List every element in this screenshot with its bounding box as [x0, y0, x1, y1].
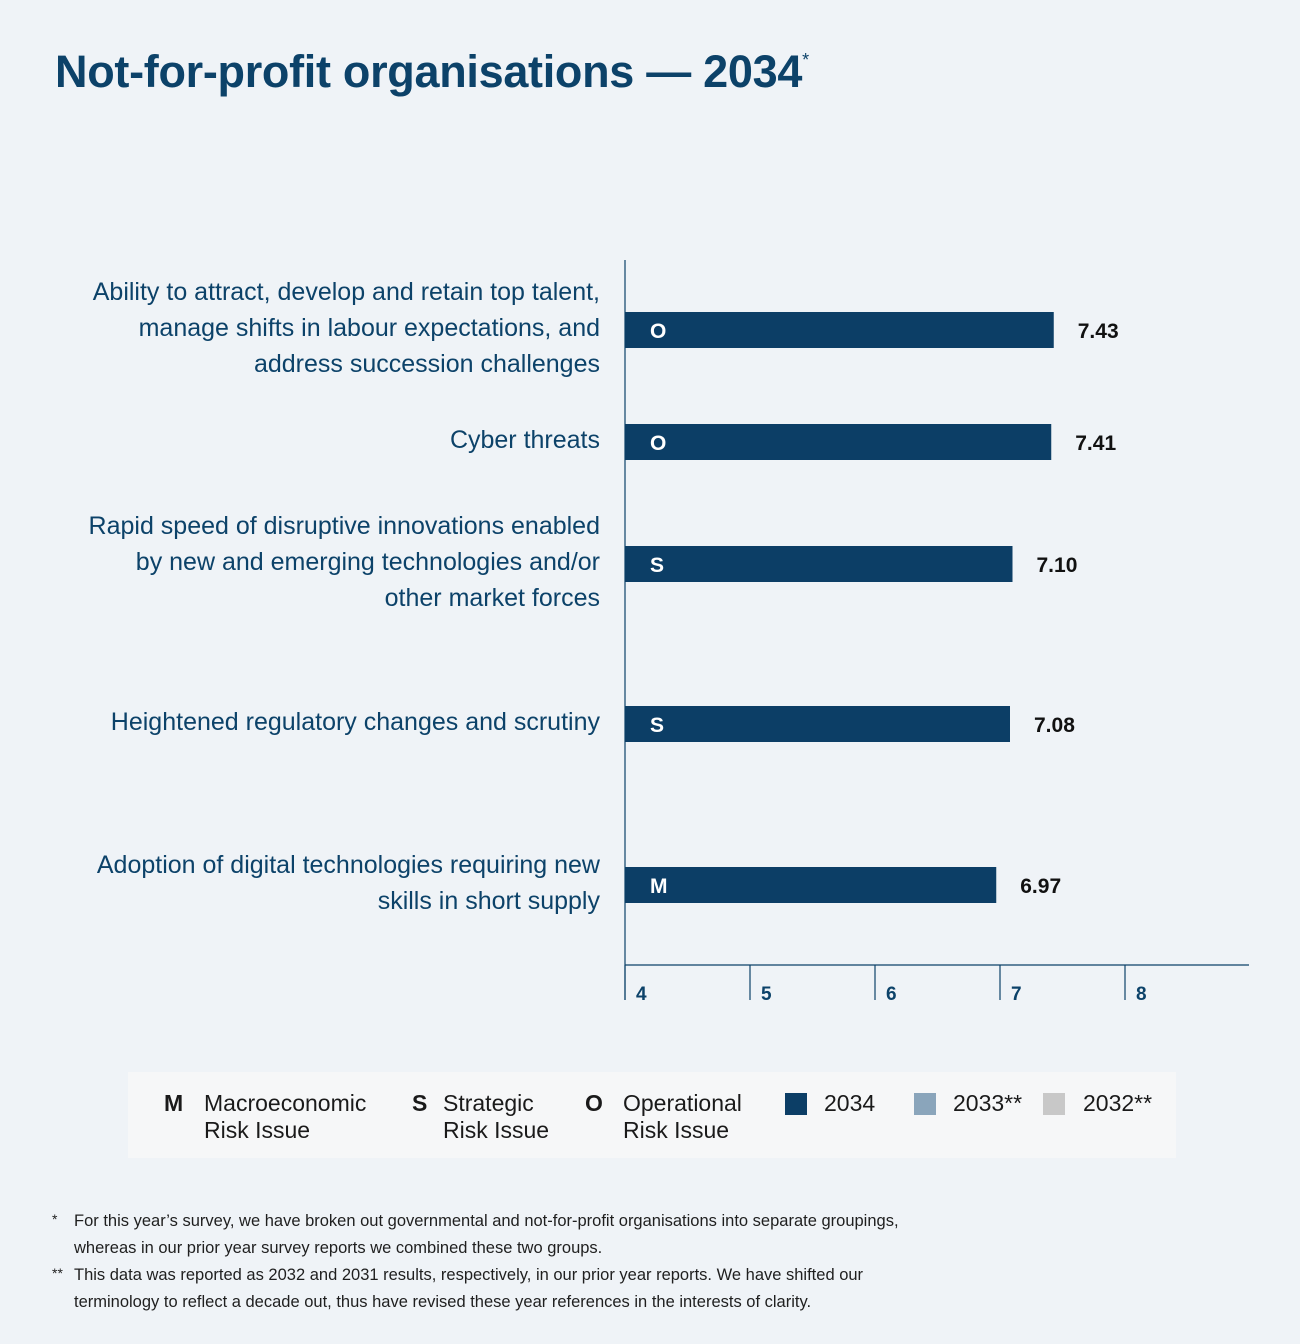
bar-risk-code: S — [650, 554, 664, 577]
bar-value-label: 7.08 — [1034, 714, 1075, 737]
category-label-line: address succession challenges — [253, 350, 600, 378]
legend-swatch-2033 — [914, 1093, 936, 1115]
footnote-text: This data was reported as 2032 and 2031 … — [74, 1266, 864, 1311]
bar — [625, 867, 997, 903]
category-label-line: Rapid speed of disruptive innovations en… — [88, 512, 600, 540]
category-label-line: Heightened regulatory changes and scruti… — [110, 708, 600, 736]
x-tick-label: 5 — [761, 984, 772, 1005]
category-label: Cyber threats — [40, 422, 600, 458]
footnote: * For this year’s survey, we have broken… — [52, 1208, 952, 1262]
legend-label-2033: 2033** — [953, 1090, 1023, 1116]
legend-label-line: Macroeconomic — [204, 1090, 367, 1116]
legend-code-strategic: S — [412, 1090, 428, 1116]
category-label-line: manage shifts in labour expectations, an… — [138, 314, 600, 342]
chart-title-text: Not-for-profit organisations — 2034 — [55, 46, 803, 97]
legend-swatch-2032 — [1043, 1093, 1065, 1115]
legend-label-line: Risk Issue — [443, 1117, 550, 1143]
footnote-mark: * — [52, 1211, 58, 1227]
legend-label-line: Strategic — [443, 1090, 534, 1116]
category-label: Rapid speed of disruptive innovations en… — [40, 508, 600, 616]
category-label-line: other market forces — [384, 584, 600, 612]
x-tick-label: 4 — [636, 984, 647, 1005]
category-label: Ability to attract, develop and retain t… — [40, 274, 600, 382]
footnote: ** This data was reported as 2032 and 20… — [52, 1262, 952, 1316]
legend-label-line: Operational — [623, 1090, 742, 1116]
x-tick-label: 8 — [1136, 984, 1147, 1005]
bar-risk-code: O — [650, 320, 666, 343]
bar-risk-code: O — [650, 432, 666, 455]
legend-label-line: Risk Issue — [204, 1117, 311, 1143]
legend-code-operational: O — [585, 1090, 603, 1116]
bar-risk-code: M — [650, 875, 668, 898]
legend-label-2034: 2034 — [824, 1090, 876, 1116]
bar — [625, 424, 1052, 460]
category-label-line: Ability to attract, develop and retain t… — [92, 278, 600, 306]
title-footnote-mark: * — [802, 50, 809, 70]
legend-swatch-2034 — [785, 1093, 807, 1115]
bar — [625, 312, 1054, 348]
bar-value-label: 6.97 — [1020, 875, 1061, 898]
bar — [625, 706, 1010, 742]
x-tick-label: 6 — [886, 984, 897, 1005]
category-label-line: Adoption of digital technologies requiri… — [96, 851, 600, 879]
legend-label-macroeconomic: Macroeconomic Risk Issue — [204, 1090, 366, 1144]
category-label-line: Cyber threats — [449, 426, 600, 454]
bar-value-label: 7.10 — [1037, 554, 1078, 577]
bar-risk-code: S — [650, 714, 664, 737]
legend: M Macroeconomic Risk Issue S Strategic Ris… — [128, 1072, 1176, 1158]
bar-value-label: 7.41 — [1075, 432, 1116, 455]
legend-label-strategic: Strategic Risk Issue — [443, 1090, 549, 1144]
bar-value-label: 7.43 — [1078, 320, 1119, 343]
legend-code-macroeconomic: M — [164, 1090, 184, 1116]
category-label-line: by new and emerging technologies and/or — [135, 548, 600, 576]
footnote-text: For this year’s survey, we have broken o… — [74, 1212, 899, 1257]
category-label: Adoption of digital technologies requiri… — [40, 847, 600, 919]
legend-label-operational: Operational Risk Issue — [623, 1090, 742, 1144]
category-label: Heightened regulatory changes and scruti… — [40, 704, 600, 740]
bar-chart: 4 5 6 7 8 O 7.43 O 7.41 S 7.10 S 7.08 M 6.97 — [624, 260, 1249, 1005]
legend-label-2032: 2032** — [1083, 1090, 1153, 1116]
footnote-mark: ** — [52, 1265, 63, 1281]
chart-title: Not-for-profit organisations — 2034* — [55, 46, 809, 98]
legend-label-line: Risk Issue — [623, 1117, 730, 1143]
x-tick-label: 7 — [1011, 984, 1022, 1005]
bar — [625, 546, 1013, 582]
footnotes: * For this year’s survey, we have broken… — [52, 1208, 952, 1316]
category-label-line: skills in short supply — [377, 887, 600, 915]
